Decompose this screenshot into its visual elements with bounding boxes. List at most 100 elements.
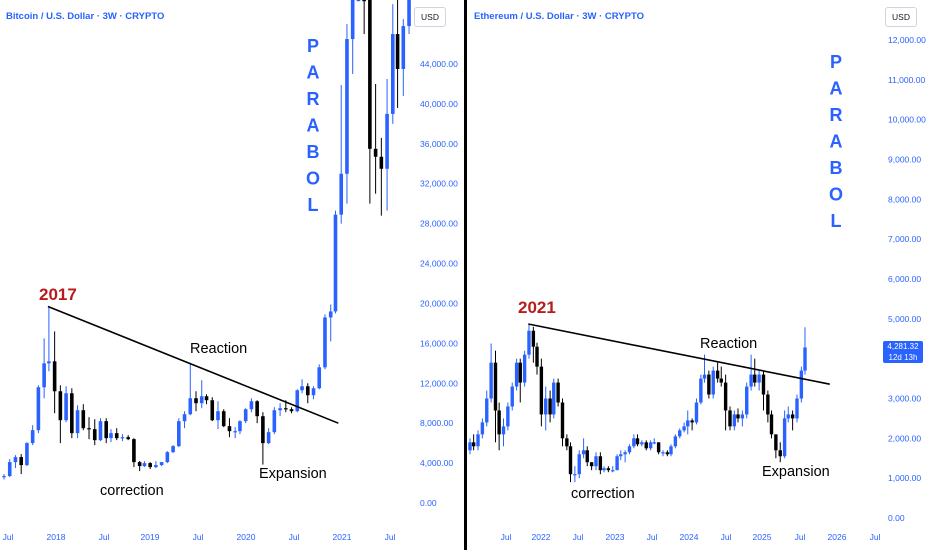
y-axis-tick-label: 0.00 — [888, 513, 905, 523]
x-axis-tick-label: Jul — [795, 532, 806, 542]
candle-body — [345, 39, 349, 174]
annotation-reaction: Reaction — [700, 336, 757, 352]
eth-chart-pane[interactable]: 0.001,000.002,000.003,000.004,000.005,00… — [468, 0, 932, 550]
x-axis-tick-label: Jul — [193, 532, 204, 542]
candle-body — [678, 430, 682, 437]
candle-body — [577, 454, 581, 475]
x-axis-tick-label: Jul — [99, 532, 110, 542]
candle-body — [732, 414, 737, 427]
pane-divider[interactable] — [464, 0, 467, 550]
candle-body — [70, 393, 74, 434]
candle-body — [159, 462, 164, 466]
annotation-correction: correction — [100, 483, 164, 499]
candle-body — [261, 416, 265, 444]
candle-body — [493, 362, 498, 411]
y-axis-tick-label: 2,000.00 — [888, 433, 921, 443]
candle-body — [594, 456, 598, 467]
candle-body — [527, 330, 531, 355]
eth-countdown: 12d 13h — [888, 353, 918, 362]
annotation-expansion: Expansion — [259, 466, 327, 482]
candle-body — [64, 393, 68, 421]
x-axis-tick-label: 2025 — [753, 532, 772, 542]
candle-body — [295, 390, 300, 412]
btc-chart[interactable]: 0.00 4,000.00 8,000.00 12,000.00 16,000.00 20… — [0, 0, 462, 550]
candle-body — [2, 476, 6, 478]
y-axis-tick-label: 9,000.00 — [888, 155, 921, 165]
candle-body — [506, 406, 510, 427]
candle-body — [395, 34, 400, 69]
candle-body — [611, 470, 615, 472]
candle-body — [778, 450, 782, 457]
x-axis-tick-label: 2023 — [606, 532, 625, 542]
candle-body — [552, 382, 556, 415]
annotation-correction: correction — [571, 486, 635, 502]
candle-body — [501, 426, 506, 435]
candle-body — [635, 438, 640, 445]
candle-body — [598, 456, 603, 471]
candle-body — [719, 378, 723, 383]
candle-body — [745, 386, 749, 415]
btc-currency-unit[interactable]: USD — [414, 7, 446, 27]
eth-last-price: 4,281.32 — [887, 342, 919, 351]
candle-body — [522, 354, 527, 383]
candle-body — [13, 457, 18, 463]
candle-body — [385, 113, 389, 169]
x-axis-tick-label: 2020 — [237, 532, 256, 542]
candle-body — [142, 463, 147, 467]
candle-body — [514, 362, 519, 387]
candle-body — [300, 386, 304, 391]
y-axis-tick-label: 44,000.00 — [420, 59, 458, 69]
candle-body — [104, 421, 109, 439]
candle-body — [585, 450, 589, 463]
candle-body — [92, 429, 97, 441]
candle-body — [81, 410, 86, 429]
candle-body — [686, 420, 690, 427]
candle-body — [656, 442, 661, 453]
eth-currency-unit[interactable]: USD — [885, 7, 917, 27]
eth-chart[interactable]: 0.001,000.002,000.003,000.004,000.005,00… — [468, 0, 932, 550]
candle-body — [682, 426, 686, 431]
x-axis-tick-label: Jul — [3, 532, 14, 542]
candle-body — [640, 442, 644, 445]
candle-body — [606, 468, 611, 471]
candle-body — [669, 446, 673, 455]
trendline — [47, 305, 339, 424]
x-axis-tick-label: Jul — [573, 532, 584, 542]
x-axis-tick-label: Jul — [647, 532, 658, 542]
btc-chart-pane[interactable]: 0.00 4,000.00 8,000.00 12,000.00 16,000.00 20… — [0, 0, 462, 550]
candle-body — [114, 433, 119, 439]
candle-body — [766, 394, 770, 415]
btc-chart-title: Bitcoin / U.S. Dollar · 3W · CRYPTO — [6, 11, 165, 22]
candle-body — [723, 382, 728, 411]
y-axis-tick-label: 7,000.00 — [888, 234, 921, 244]
x-axis-tick-label: 2026 — [828, 532, 847, 542]
candle-body — [368, 0, 372, 149]
candle-body — [171, 446, 175, 453]
candle-body — [87, 428, 91, 430]
candle-body — [284, 408, 288, 410]
candle-body — [782, 418, 787, 457]
y-axis-tick-label: 16,000.00 — [420, 338, 458, 348]
candle-body — [210, 400, 215, 421]
candle-body — [652, 442, 656, 444]
candle-body — [249, 401, 254, 410]
annotation-reaction: Reaction — [190, 341, 247, 357]
candle-body — [272, 410, 277, 433]
candle-body — [711, 370, 715, 395]
candle-body — [581, 450, 586, 455]
y-axis-tick-label: 8,000.00 — [420, 418, 453, 428]
candle-body — [30, 430, 35, 444]
candle-body — [323, 317, 327, 368]
y-axis-tick-label: 11,000.00 — [888, 75, 925, 85]
x-axis-tick-label: Jul — [721, 532, 732, 542]
candle-body — [673, 436, 678, 447]
candle-body — [485, 398, 489, 423]
candle-body — [126, 437, 130, 440]
candle-body — [58, 391, 63, 421]
candle-body — [623, 452, 627, 455]
candle-body — [560, 402, 565, 439]
candle-body — [535, 346, 539, 367]
y-axis-tick-label: 24,000.00 — [420, 259, 458, 269]
candle-body — [266, 432, 271, 444]
candle-body — [221, 411, 226, 427]
